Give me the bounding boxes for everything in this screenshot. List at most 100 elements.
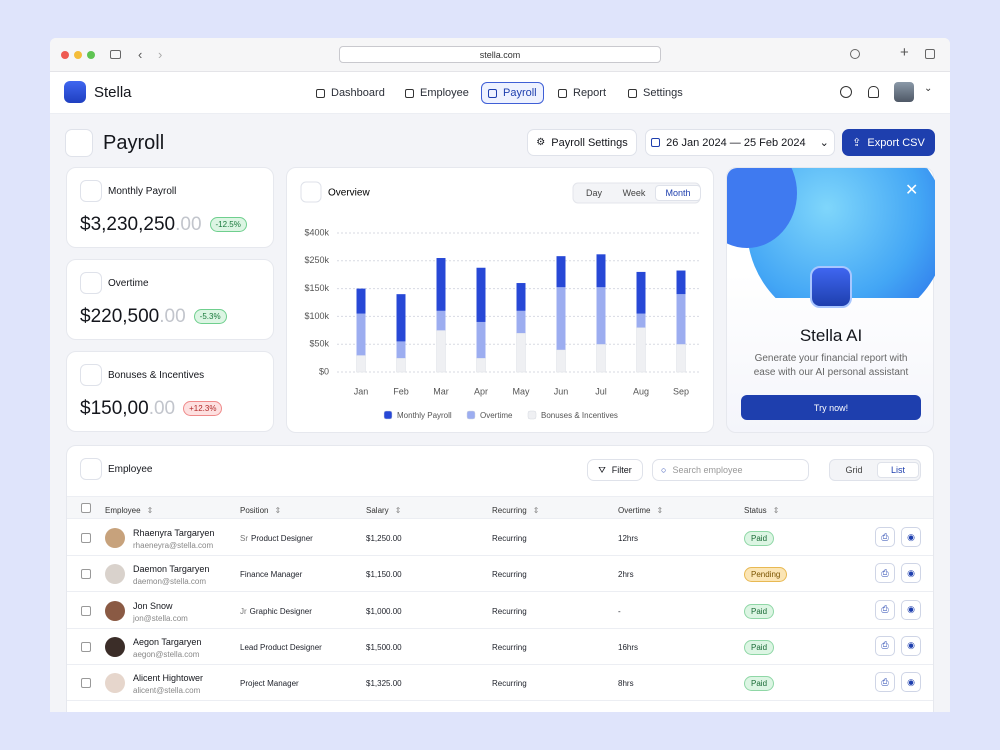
sort-icon: ⇕ — [656, 506, 664, 515]
download-icon[interactable] — [850, 49, 860, 59]
employee-avatar — [105, 636, 125, 657]
overtime: 12hrs — [618, 534, 639, 543]
y-tick-label: $50k — [309, 339, 329, 349]
payroll-settings-button[interactable]: ⚙ Payroll Settings — [527, 129, 637, 156]
export-button[interactable]: ⇪ Export CSV — [842, 129, 935, 156]
url-bar[interactable]: stella.com — [339, 46, 661, 63]
nav-item[interactable]: Dashboard — [310, 82, 391, 104]
legend-label: Bonuses & Incentives — [541, 411, 618, 420]
position-level: Jr — [240, 606, 247, 616]
column-header[interactable]: Salary ⇕ — [366, 506, 401, 515]
forward[interactable]: › — [158, 47, 163, 62]
search-input[interactable]: ○ Search employee — [652, 459, 809, 481]
close-button[interactable]: ✕ — [905, 182, 919, 199]
logo[interactable] — [64, 81, 86, 103]
column-header[interactable]: Overtime ⇕ — [618, 506, 663, 515]
column-header[interactable]: Status ⇕ — [744, 506, 779, 515]
chat-icon[interactable] — [840, 86, 852, 98]
status-badge: Pending — [744, 567, 788, 583]
view-button[interactable]: ◉ — [901, 527, 921, 547]
column-header[interactable]: Position ⇕ — [240, 506, 281, 515]
column-header[interactable]: Recurring ⇕ — [492, 506, 539, 515]
position-level: Sr — [240, 534, 248, 543]
legend-label: Overtime — [480, 411, 513, 420]
nav-item[interactable]: Settings — [622, 82, 689, 104]
stat-card: Bonuses & Incentives $150,00.00 +12.3% — [66, 351, 274, 432]
position-title: Product Designer — [251, 534, 313, 543]
column-header[interactable]: Employee ⇕ — [105, 506, 153, 515]
avatar[interactable] — [894, 82, 914, 102]
position: Sr Product Designer — [240, 534, 313, 543]
recurring: Recurring — [492, 642, 527, 652]
chevron[interactable]: ⌄ — [924, 83, 933, 94]
employee-name: Daemon Targaryen — [133, 564, 210, 575]
position-title: Finance Manager — [240, 570, 303, 580]
date-range-picker[interactable]: 26 Jan 2024 — 25 Feb 2024 ⌄ — [645, 129, 835, 156]
employee-email: jon@stella.com — [133, 613, 188, 623]
print-button[interactable]: ⎙ — [875, 635, 895, 656]
table-row: Alicent Hightower alicent@stella.com Proje… — [67, 665, 933, 702]
stat-change: -12.5% — [209, 217, 247, 233]
bar-segment — [356, 313, 366, 356]
browser-window: ‹ › stella.com + Stella ⌄ Dashboard Emplo… — [50, 38, 950, 712]
view-button[interactable]: ◉ — [901, 635, 921, 656]
sidebar-icon[interactable] — [110, 50, 121, 59]
overview-card: Overview $0 $50k $100k $150k $250k $400k Jan Fe… — [286, 167, 714, 433]
bar-segment — [396, 341, 406, 359]
tabs-icon[interactable] — [925, 49, 935, 59]
print-button[interactable]: ⎙ — [875, 672, 895, 693]
bar-segment — [636, 271, 646, 314]
max-dot[interactable] — [87, 51, 95, 59]
new-tab[interactable]: + — [900, 44, 909, 61]
nav-item[interactable]: Report — [552, 82, 612, 104]
view-button[interactable]: ◉ — [901, 599, 921, 620]
column-label: Position — [240, 506, 269, 515]
bar-segment — [476, 321, 486, 359]
view-option[interactable]: List — [877, 462, 919, 478]
min-dot[interactable] — [74, 51, 82, 59]
nav-icon — [316, 88, 325, 98]
close-dot[interactable] — [61, 51, 69, 59]
bar-segment — [516, 310, 526, 334]
nav-item[interactable]: Employee — [399, 82, 475, 104]
date-range: 26 Jan 2024 — 25 Feb 2024 — [666, 136, 806, 149]
back[interactable]: ‹ — [138, 47, 143, 62]
bar-segment — [556, 349, 566, 373]
row-checkbox[interactable] — [81, 605, 91, 616]
salary: $1,150.00 — [366, 570, 402, 580]
status-badge: Paid — [744, 639, 775, 655]
x-tick-label: Jul — [595, 386, 607, 396]
view-button[interactable]: ◉ — [901, 563, 921, 584]
select-all[interactable] — [81, 503, 91, 513]
sort-icon: ⇕ — [394, 506, 402, 515]
bar-segment — [436, 258, 446, 311]
try-button[interactable]: Try now! — [741, 395, 921, 420]
row-checkbox[interactable] — [81, 569, 91, 580]
period-tab[interactable]: Month — [655, 185, 701, 201]
overview-chart: Overview $0 $50k $100k $150k $250k $400k Jan Fe… — [300, 181, 701, 420]
x-tick-label: Apr — [474, 386, 488, 396]
bar-segment — [636, 313, 646, 328]
print-button[interactable]: ⎙ — [875, 527, 895, 547]
nav-item[interactable]: Payroll — [481, 82, 544, 104]
x-tick-label: May — [512, 386, 530, 396]
print-button[interactable]: ⎙ — [875, 599, 895, 620]
view-option[interactable]: Grid — [845, 465, 863, 475]
nav-label: Payroll — [503, 87, 537, 99]
print-button[interactable]: ⎙ — [875, 563, 895, 584]
row-checkbox[interactable] — [81, 533, 91, 543]
status-badge: Paid — [744, 603, 775, 619]
bar-segment — [396, 294, 406, 342]
bell-icon[interactable] — [868, 86, 879, 98]
row-checkbox[interactable] — [81, 641, 91, 652]
recurring: Recurring — [492, 606, 527, 616]
row-checkbox[interactable] — [81, 678, 91, 689]
period-tab[interactable]: Week — [622, 188, 646, 198]
filter-button[interactable]: ⛛ Filter — [587, 459, 643, 481]
employee-avatar — [105, 564, 125, 585]
legend-swatch — [527, 410, 537, 420]
stat-amount-row: $220,500.00 -5.3% — [80, 306, 227, 328]
view-button[interactable]: ◉ — [901, 672, 921, 693]
period-tab[interactable]: Day — [585, 188, 602, 198]
